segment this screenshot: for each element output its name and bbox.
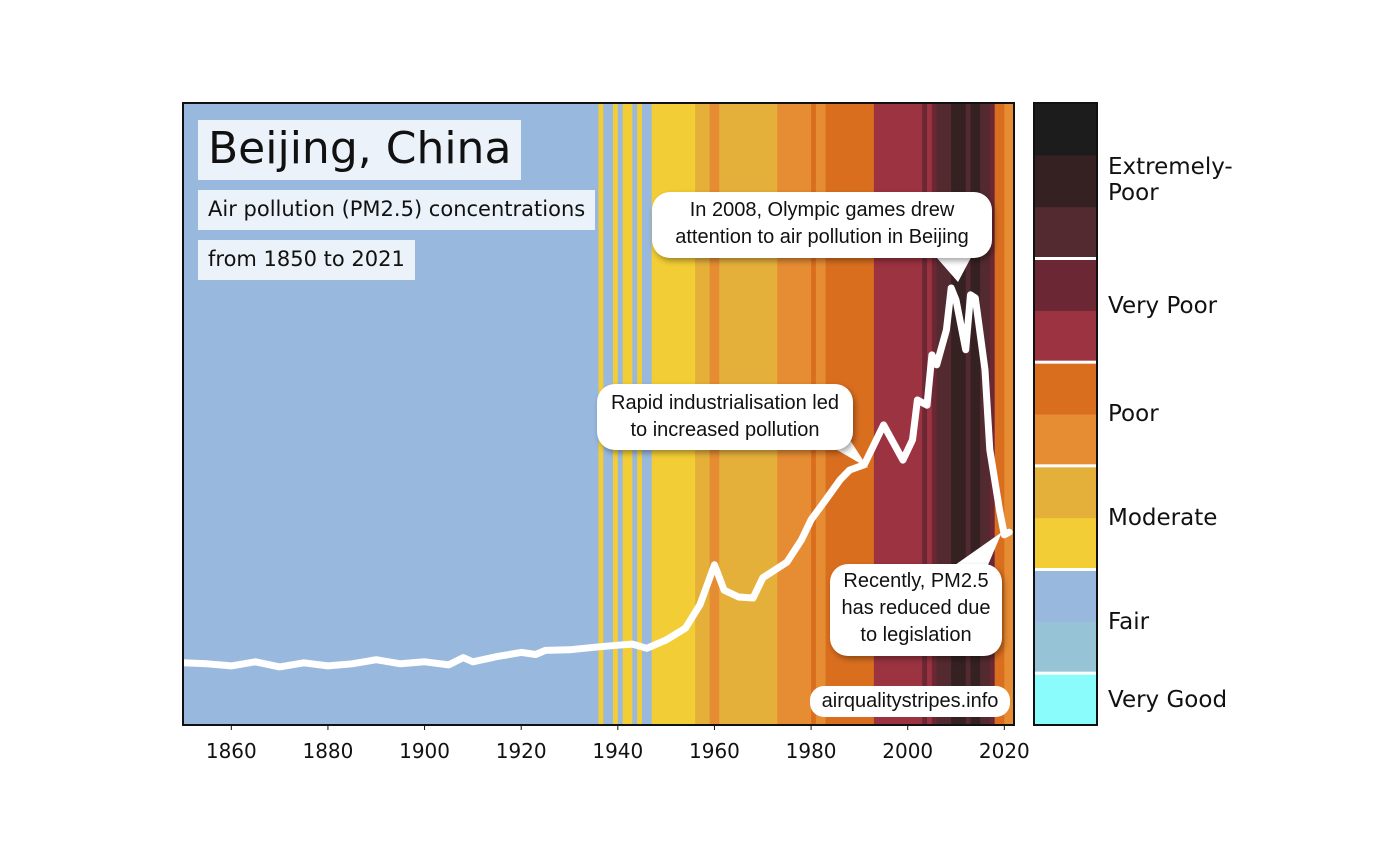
source-label: airqualitystripes.info [810, 686, 1010, 717]
x-tick-label: 2020 [979, 739, 1030, 763]
stripe [994, 103, 1005, 725]
annotation-text: Rapid industrialisation led [611, 392, 839, 414]
stripe [970, 103, 981, 725]
colorbar-band [1034, 414, 1097, 467]
colorbar-band [1034, 362, 1097, 415]
colorbar-separator [1035, 671, 1096, 675]
colorbar-band [1034, 517, 1097, 570]
x-axis: 1860 1880 1900 1920 1940 1960 1980 2000 2020 [206, 725, 1030, 763]
colorbar-label-very-good: Very Good [1108, 687, 1228, 713]
colorbar-label-extremely-poor: Extremely- Poor [1108, 154, 1233, 206]
colorbar-label-poor: Poor [1108, 401, 1159, 427]
stripe [931, 103, 938, 725]
colorbar-band [1034, 569, 1097, 622]
x-tick-label: 1860 [206, 739, 257, 763]
colorbar-band [1034, 206, 1097, 259]
colorbar-separator [1035, 257, 1096, 260]
pm25-line [179, 284, 1013, 671]
colorbar-band [1034, 258, 1097, 311]
annotation-recent: Recently, PM2.5 has reduced due to legis… [830, 564, 1002, 656]
colorbar-band [1034, 310, 1097, 363]
x-tick-label: 1900 [399, 739, 450, 763]
colorbar-band [1034, 103, 1097, 156]
colorbar-band [1034, 673, 1097, 726]
callout-tail [945, 532, 1002, 572]
x-tick-label: 1960 [689, 739, 740, 763]
colorbar-label-very-poor: Very Poor [1108, 293, 1218, 319]
annotation-text: has reduced due [841, 597, 991, 619]
stripe [927, 103, 933, 725]
annotation-text: Recently, PM2.5 [843, 570, 989, 592]
colorbar-separator [1035, 464, 1096, 468]
subtitle-line-1: Air pollution (PM2.5) concentrations [198, 190, 596, 230]
colorbar [1034, 103, 1097, 726]
x-tick-label: 1940 [592, 739, 643, 763]
annotation-text: attention to air pollution in Beijing [675, 226, 969, 248]
colorbar-separator [1035, 360, 1096, 364]
colorbar-separator [1035, 568, 1096, 571]
stripe [965, 103, 972, 725]
x-tick-label: 2000 [882, 739, 933, 763]
colorbar-frame [1033, 102, 1098, 726]
annotation-olympics: In 2008, Olympic games drew attention to… [652, 192, 992, 258]
stripe [922, 103, 928, 725]
colorbar-label-moderate: Moderate [1108, 505, 1218, 531]
colorbar-band [1034, 154, 1097, 208]
annotation-industrialisation: Rapid industrialisation led to increased… [597, 384, 853, 450]
callout-tail [930, 250, 975, 282]
stripe [989, 103, 996, 725]
x-tick-label: 1920 [496, 739, 547, 763]
annotation-text: In 2008, Olympic games drew [689, 199, 955, 221]
x-tick-label: 1880 [302, 739, 353, 763]
x-tick-label: 1980 [786, 739, 837, 763]
colorbar-band [1034, 465, 1097, 519]
plot-frame [182, 102, 1015, 726]
colorbar-label-fair: Fair [1108, 609, 1150, 635]
stripe [1004, 103, 1015, 725]
annotation-text: to legislation [860, 624, 972, 646]
chart-title: Beijing, China [198, 120, 522, 180]
subtitle-line-2: from 1850 to 2021 [198, 240, 415, 280]
annotation-text: to increased pollution [630, 419, 820, 441]
colorbar-band [1034, 621, 1097, 674]
